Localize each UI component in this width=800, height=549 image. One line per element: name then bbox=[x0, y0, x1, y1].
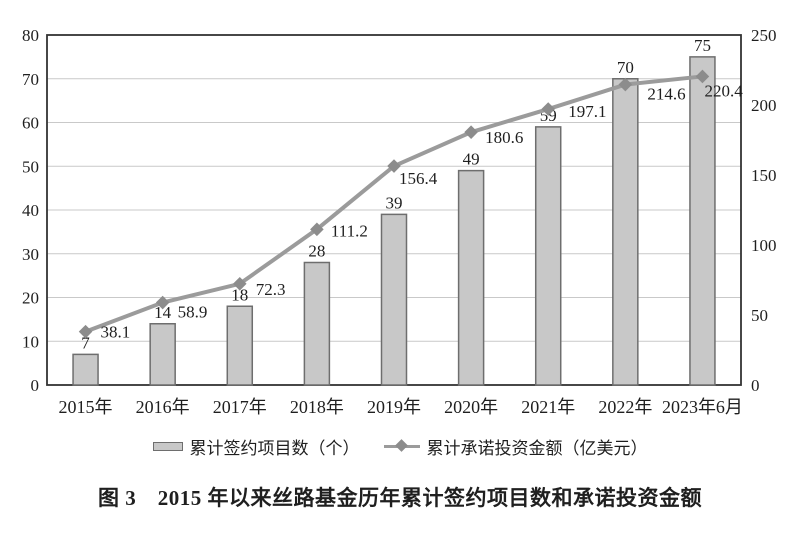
line-marker-diamond bbox=[78, 324, 93, 339]
chart-legend: 累计签约项目数（个） 累计承诺投资金额（亿美元） bbox=[0, 434, 800, 458]
legend-item-bar-series: 累计签约项目数（个） bbox=[152, 434, 360, 459]
bar-data-label: 7 bbox=[81, 333, 90, 352]
x-axis-label: 2022年 bbox=[598, 397, 652, 417]
left-axis-tick-label: 20 bbox=[22, 289, 39, 308]
line-marker-diamond bbox=[618, 77, 633, 92]
right-axis-tick-label: 0 bbox=[751, 376, 760, 395]
bar bbox=[303, 261, 331, 386]
left-axis-tick-label: 10 bbox=[22, 332, 39, 351]
line-marker-diamond bbox=[541, 102, 556, 116]
legend-label-bar-series: 累计签约项目数（个） bbox=[189, 438, 360, 458]
bar bbox=[226, 305, 254, 386]
right-axis-tick-label: 250 bbox=[751, 26, 777, 45]
left-axis-tick-label: 60 bbox=[22, 114, 39, 133]
left-axis-tick-label: 30 bbox=[22, 245, 39, 264]
line-marker-diamond bbox=[232, 276, 247, 291]
bar-data-label: 14 bbox=[154, 303, 172, 322]
line-data-label: 180.6 bbox=[485, 128, 523, 147]
x-axis-label: 2016年 bbox=[136, 397, 190, 417]
x-axis-label: 2015年 bbox=[59, 397, 113, 417]
legend-item-line-series: 累计承诺投资金额（亿美元） bbox=[383, 434, 648, 459]
bar-data-label: 70 bbox=[617, 58, 634, 77]
line-data-label: 214.6 bbox=[647, 85, 685, 104]
x-axis-label: 2017年 bbox=[213, 397, 267, 417]
bar-data-label: 49 bbox=[463, 150, 480, 169]
bar-data-label: 75 bbox=[694, 36, 711, 55]
bar bbox=[380, 213, 408, 386]
line-data-label: 38.1 bbox=[101, 323, 131, 342]
bar bbox=[149, 323, 176, 386]
legend-label-line-series: 累计承诺投资金额（亿美元） bbox=[426, 438, 648, 458]
line-marker-diamond bbox=[310, 222, 324, 237]
bar-data-label: 28 bbox=[308, 242, 325, 261]
line-data-label: 220.4 bbox=[704, 81, 743, 100]
bar-swatch-icon bbox=[152, 441, 183, 451]
line-marker-diamond bbox=[464, 125, 478, 139]
chart-svg: 0 10 20 30 40 50 60 70 80 0 50 100 150 200 250 2015年 201… bbox=[22, 26, 777, 417]
bar bbox=[457, 169, 485, 386]
bar-data-label: 39 bbox=[386, 193, 403, 212]
line-swatch-icon bbox=[383, 439, 420, 452]
line-data-label: 58.9 bbox=[178, 303, 208, 322]
bar bbox=[72, 353, 99, 386]
left-axis-tick-label: 40 bbox=[22, 201, 39, 220]
line-marker-diamond bbox=[695, 69, 710, 84]
line-data-label: 197.1 bbox=[568, 102, 606, 121]
line-data-label: 111.2 bbox=[331, 221, 368, 240]
bar bbox=[534, 126, 562, 386]
x-axis-label: 2023年6月 bbox=[662, 397, 743, 417]
line-data-label: 156.4 bbox=[399, 169, 438, 188]
right-axis-tick-label: 50 bbox=[751, 306, 768, 325]
x-axis-label: 2021年 bbox=[521, 397, 575, 417]
left-axis-tick-label: 80 bbox=[22, 26, 39, 45]
bar bbox=[689, 56, 716, 386]
right-axis-tick-label: 200 bbox=[751, 96, 777, 115]
left-axis-tick-label: 50 bbox=[22, 157, 39, 176]
line-marker-diamond bbox=[387, 159, 401, 173]
right-axis-tick-label: 100 bbox=[751, 236, 777, 255]
left-axis-tick-label: 70 bbox=[22, 70, 39, 89]
x-axis-label: 2018年 bbox=[290, 397, 344, 417]
right-axis-tick-label: 150 bbox=[751, 166, 777, 185]
left-axis-tick-label: 0 bbox=[31, 376, 40, 395]
bar bbox=[612, 78, 639, 386]
line-marker-diamond bbox=[155, 295, 170, 310]
x-axis-label: 2020年 bbox=[444, 397, 498, 417]
diamond-marker-icon bbox=[394, 439, 408, 452]
x-axis-label: 2019年 bbox=[367, 397, 421, 417]
bar-data-label: 18 bbox=[231, 285, 248, 304]
line-data-label: 72.3 bbox=[256, 280, 286, 299]
figure-caption: 图 3 2015 年以来丝路基金历年累计签约项目数和承诺投资金额 bbox=[98, 486, 702, 510]
